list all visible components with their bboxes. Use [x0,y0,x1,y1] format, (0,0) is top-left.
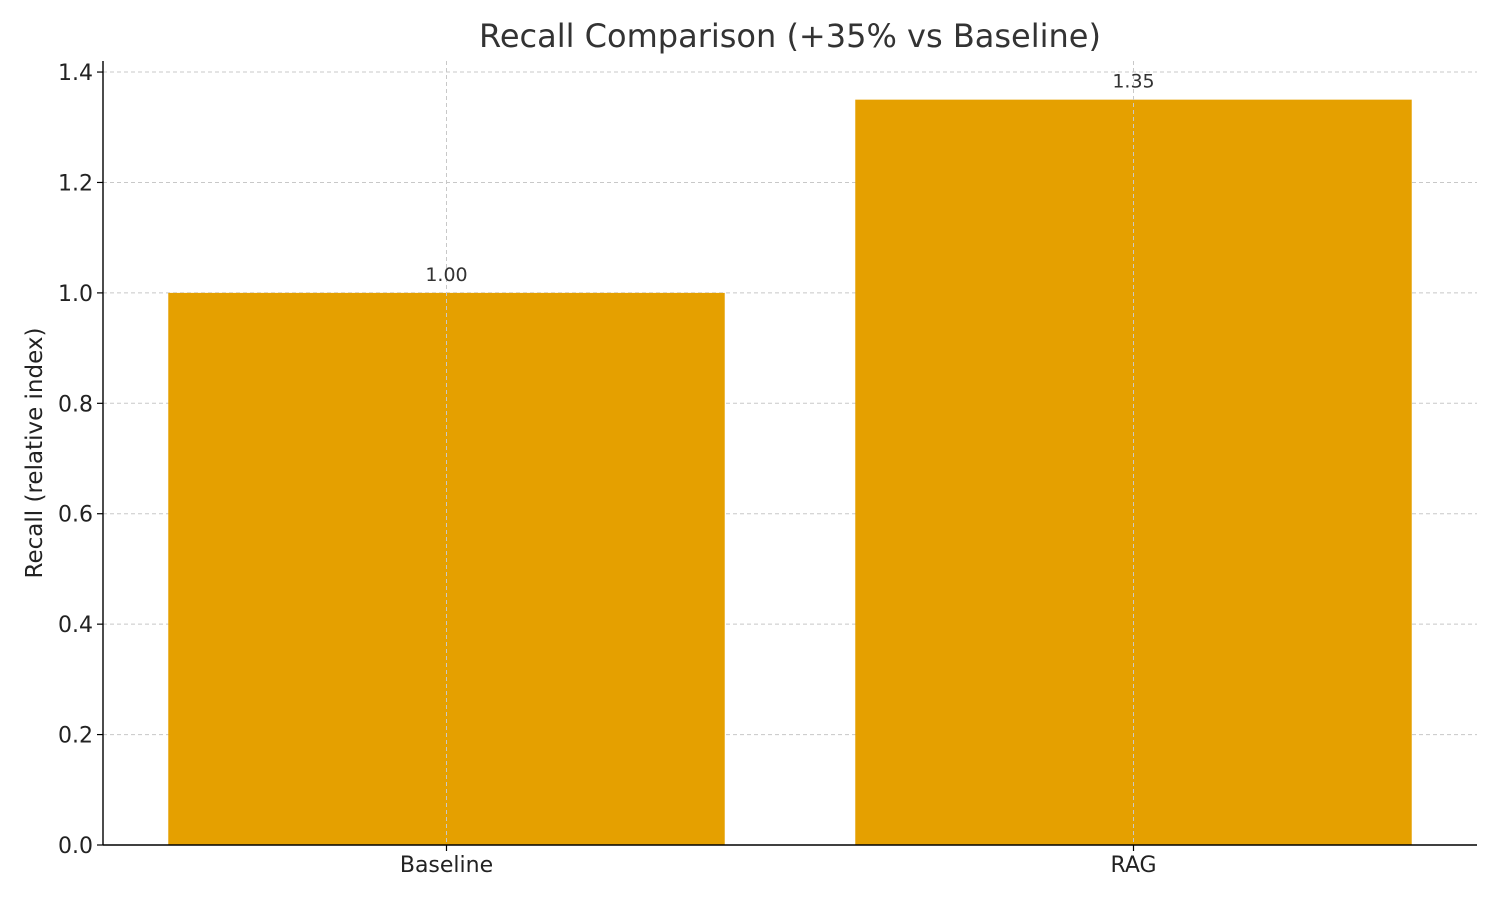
bar-value-label: 1.00 [425,264,467,286]
x-grid-lines [446,61,1134,845]
y-tick-label: 0.6 [58,503,93,528]
y-tick-label: 1.2 [58,171,93,196]
data-labels: 1.00 1.35 [425,71,1154,286]
y-axis-label: Recall (relative index) [22,328,48,579]
tick-labels: 0.0 0.2 0.4 0.6 0.8 1.0 1.2 1.4 Baseline RAG [58,61,1157,878]
y-tick-label: 1.0 [58,282,93,307]
x-tick-label: RAG [1110,853,1156,878]
y-tick-label: 0.2 [58,724,93,749]
axes [97,61,1477,851]
chart-title: Recall Comparison (+35% vs Baseline) [479,17,1101,55]
y-tick-label: 1.4 [58,61,93,86]
y-tick-label: 0.8 [58,392,93,417]
bars [168,99,1412,845]
bar-value-label: 1.35 [1112,71,1154,93]
x-tick-label: Baseline [400,853,493,878]
y-tick-label: 0.4 [58,613,93,638]
y-tick-label: 0.0 [58,834,93,859]
